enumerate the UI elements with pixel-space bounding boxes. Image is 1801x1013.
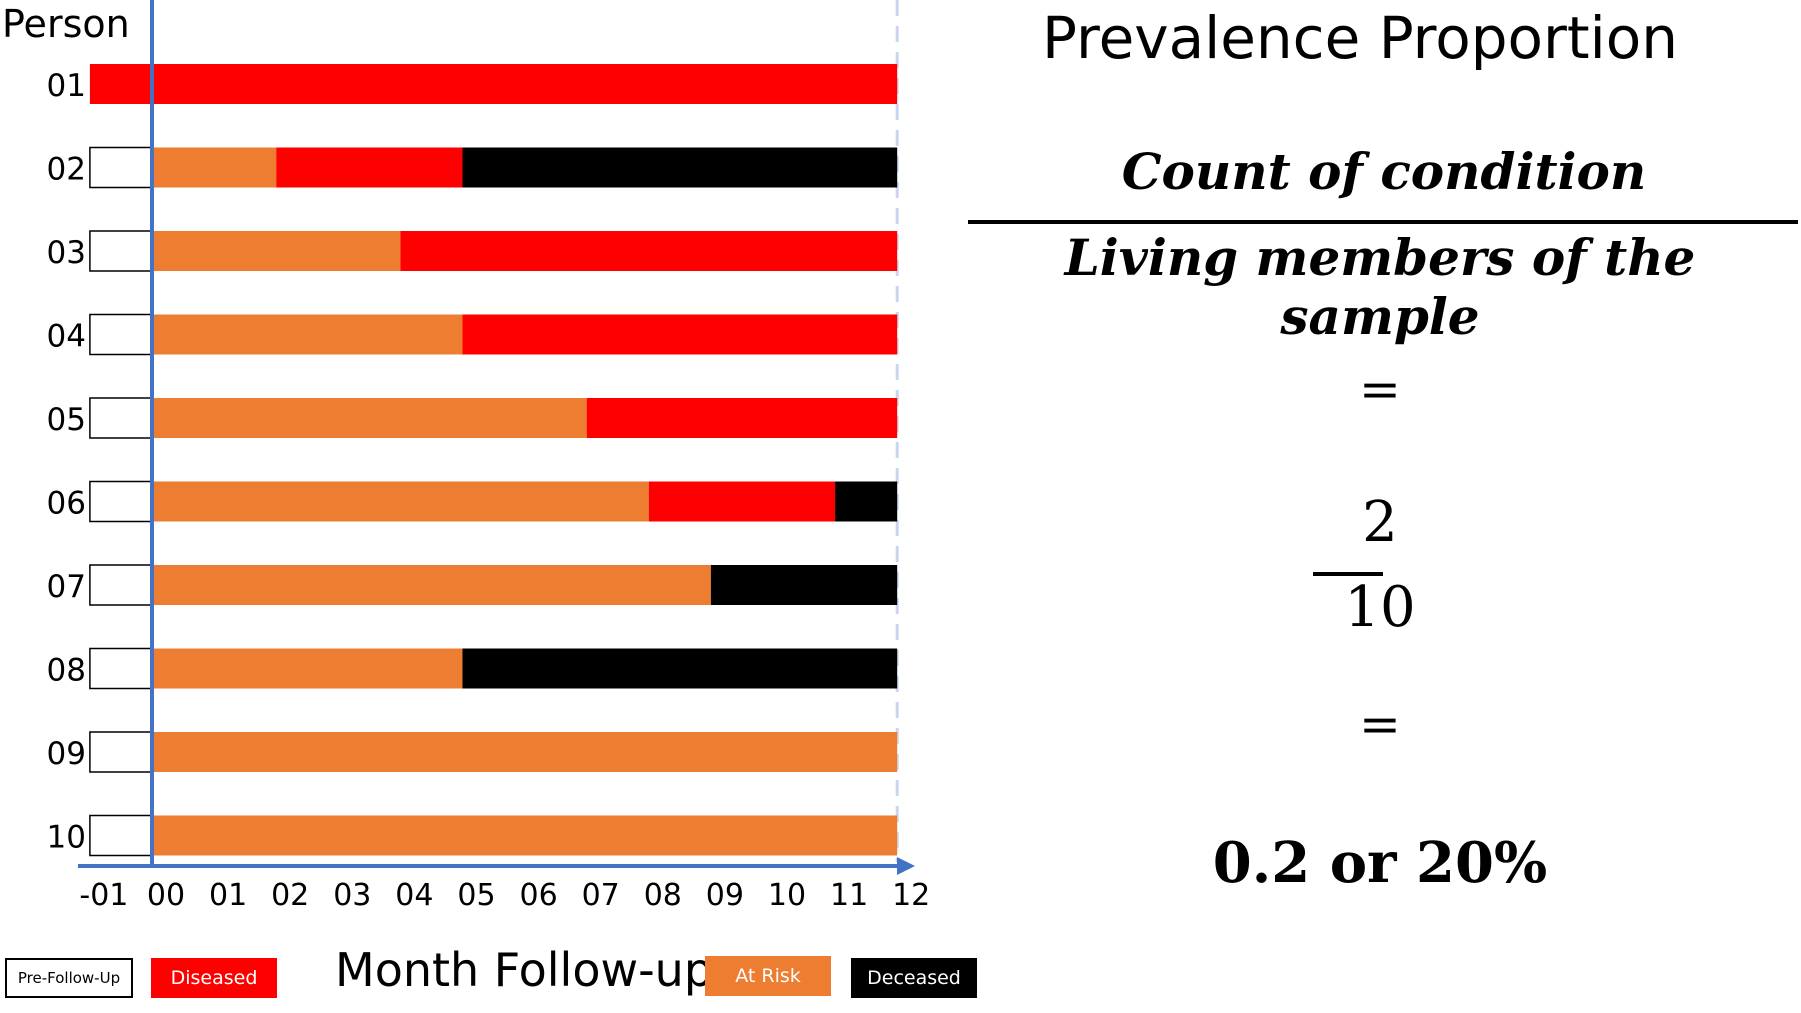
legend-pre-follow-up-label: Pre-Follow-Up <box>17 969 121 987</box>
bar-segment-02-diseased <box>276 147 463 188</box>
y-axis-label: Person <box>2 2 130 46</box>
formula-denominator: Living members of the sample <box>1064 228 1696 346</box>
y-tick-label: 08 <box>47 653 86 689</box>
bar-segment-02-pre-follow-up <box>89 146 153 189</box>
legend-pre-follow-up: Pre-Follow-Up <box>5 958 133 998</box>
x-tick-label: 11 <box>830 878 868 913</box>
x-tick-label: 01 <box>209 878 247 913</box>
x-tick-label: -01 <box>79 878 128 913</box>
y-tick-label: 01 <box>47 68 86 104</box>
bar-segment-03-diseased <box>400 231 898 271</box>
bar-segment-05-pre-follow-up <box>89 397 153 439</box>
bar-segment-08-deceased <box>462 648 898 689</box>
timeline-chart: 01 02 03 04 05 06 07 08 09 10 -01 00 01 02 03 04 05 06 07 0… <box>47 0 930 913</box>
x-tick-label: 12 <box>892 878 930 913</box>
formula-fraction-numerator: 2 <box>1362 490 1398 555</box>
x-axis-arrow-icon <box>897 857 915 875</box>
legend-at-risk-label: At Risk <box>735 965 801 987</box>
x-tick-label: 08 <box>644 878 682 913</box>
bar-segment-07-at-risk <box>152 565 711 605</box>
bar-segment-09-pre-follow-up <box>89 731 153 773</box>
bar-segment-06-pre-follow-up <box>89 480 153 523</box>
x-tick-label: 06 <box>520 878 558 913</box>
bar-segment-05-diseased <box>586 398 898 438</box>
bar-segment-05-at-risk <box>152 398 587 438</box>
x-tick-label: 05 <box>457 878 495 913</box>
x-tick-label: 00 <box>147 878 185 913</box>
y-tick-label: 04 <box>47 319 86 355</box>
bar-segment-02-deceased <box>462 147 898 188</box>
formula-equals-1: = <box>1359 360 1401 418</box>
bar-segment-06-at-risk <box>152 481 649 522</box>
bar-segment-06-deceased <box>835 481 898 522</box>
bar-segment-07-pre-follow-up <box>89 564 153 606</box>
x-tick-label: 09 <box>706 878 744 913</box>
bar-segment-04-pre-follow-up <box>89 313 153 356</box>
bar-segment-08-at-risk <box>152 648 463 689</box>
legend-diseased-label: Diseased <box>170 967 258 989</box>
y-tick-label: 02 <box>47 152 86 188</box>
x-tick-label: 04 <box>395 878 433 913</box>
formula-small-fraction-bar <box>1313 572 1383 576</box>
legend-at-risk: At Risk <box>705 956 831 996</box>
x-tick-label: 10 <box>768 878 806 913</box>
bar-segment-02-at-risk <box>152 147 277 188</box>
bar-segment-07-deceased <box>710 565 898 605</box>
bar-segment-03-at-risk <box>152 231 401 271</box>
bar-segment-10-pre-follow-up <box>89 814 153 857</box>
bar-segment-09-at-risk <box>152 732 898 772</box>
y-tick-label: 07 <box>47 569 86 605</box>
y-tick-label: 03 <box>47 235 86 271</box>
x-axis-label: Month Follow-up <box>335 943 714 997</box>
x-tick-label: 02 <box>271 878 309 913</box>
legend-deceased: Deceased <box>851 958 977 998</box>
formula-fraction-bar <box>968 220 1798 224</box>
bar-segment-04-at-risk <box>152 314 463 355</box>
bar-segment-06-diseased <box>648 481 836 522</box>
x-tick-label: 03 <box>333 878 371 913</box>
formula-equals-2: = <box>1359 695 1401 753</box>
x-tick-label: 07 <box>582 878 620 913</box>
y-tick-label: 06 <box>47 486 86 522</box>
bar-segment-04-diseased <box>462 314 898 355</box>
formula-result: 0.2 or 20% <box>1212 830 1548 896</box>
legend-diseased: Diseased <box>151 958 277 998</box>
legend-deceased-label: Deceased <box>867 967 961 989</box>
bar-segment-10-at-risk <box>152 815 898 856</box>
y-tick-label: 09 <box>47 736 86 772</box>
y-tick-label: 10 <box>47 820 86 856</box>
formula-title: Prevalence Proportion <box>1042 4 1678 72</box>
y-tick-label: 05 <box>47 402 86 438</box>
formula-numerator: Count of condition <box>1121 142 1647 201</box>
bar-segment-08-pre-follow-up <box>89 647 153 690</box>
bar-segment-01-diseased <box>89 64 898 104</box>
bar-segment-03-pre-follow-up <box>89 230 153 272</box>
formula-fraction-denominator: 10 <box>1344 575 1416 640</box>
